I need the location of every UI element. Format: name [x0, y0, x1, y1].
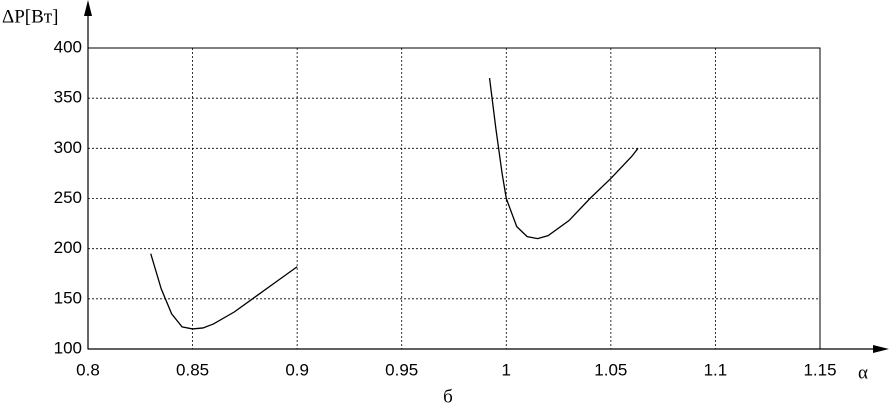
- y-tick-label: 250: [54, 188, 82, 207]
- y-tick-label: 200: [54, 238, 82, 257]
- y-tick-label: 300: [54, 138, 82, 157]
- y-axis-label: ΔP[Вт]: [2, 6, 58, 27]
- x-tick-label: 0.85: [176, 360, 209, 379]
- y-tick-label: 100: [54, 338, 82, 357]
- x-tick-label: 1.15: [803, 360, 836, 379]
- x-tick-label: 1.05: [594, 360, 627, 379]
- caption: б: [443, 386, 453, 407]
- y-tick-label: 150: [54, 288, 82, 307]
- y-tick-label: 400: [54, 37, 82, 56]
- x-tick-label: 0.8: [76, 360, 100, 379]
- x-tick-label: 0.9: [285, 360, 309, 379]
- x-tick-label: 1: [502, 360, 511, 379]
- x-tick-label: 0.95: [385, 360, 418, 379]
- data-line: [150, 253, 298, 330]
- data-line: [488, 78, 639, 240]
- y-tick-label: 350: [54, 88, 82, 107]
- x-tick-label: 1.1: [704, 360, 728, 379]
- x-axis-label: α: [858, 362, 868, 383]
- y-arrow: [84, 0, 92, 16]
- x-arrow: [873, 345, 889, 353]
